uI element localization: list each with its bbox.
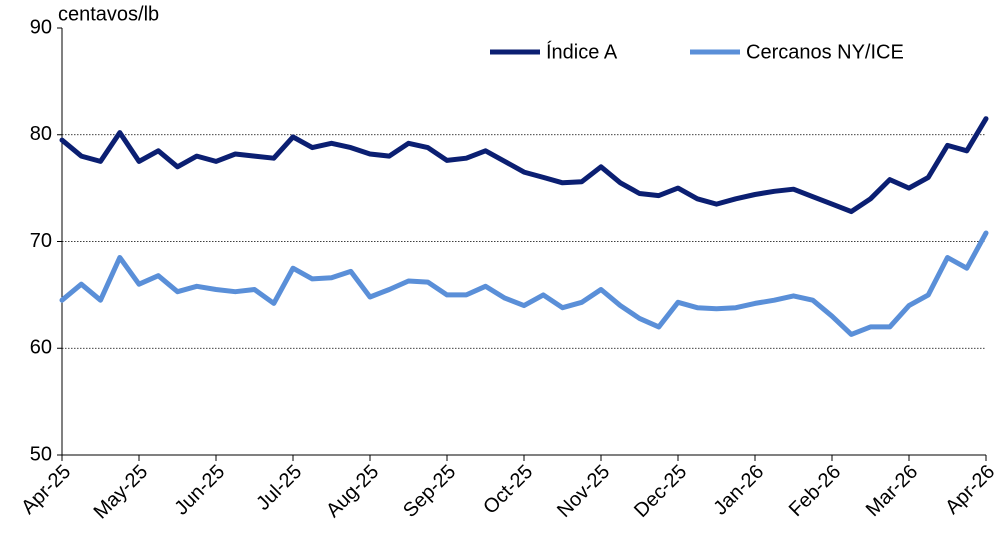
series-line — [59, 230, 989, 337]
legend-label: Índice A — [546, 40, 618, 63]
x-tick-label: Jun-25 — [170, 461, 229, 520]
x-tick-label: May-25 — [90, 461, 153, 524]
x-tick-label: Mar-26 — [862, 461, 922, 521]
x-tick-label: Sep-25 — [399, 461, 460, 522]
y-tick-label: 80 — [30, 123, 52, 145]
y-tick-label: 60 — [30, 337, 52, 359]
x-tick-label: Apr-25 — [17, 461, 75, 519]
x-tick-label: Jul-25 — [252, 461, 306, 515]
y-axis-label: centavos/lb — [58, 3, 159, 25]
series-line — [59, 116, 989, 215]
x-tick-label: Oct-25 — [479, 461, 537, 519]
x-tick-label: Aug-25 — [322, 461, 383, 522]
x-tick-label: Nov-25 — [553, 461, 614, 522]
x-tick-label: Feb-26 — [785, 461, 845, 521]
x-tick-label: Jan-26 — [709, 461, 768, 520]
x-tick-label: Apr-26 — [941, 461, 996, 519]
y-tick-label: 70 — [30, 230, 52, 252]
legend-label: Cercanos NY/ICE — [746, 41, 904, 63]
x-tick-label: Dec-25 — [630, 461, 691, 522]
y-tick-label: 90 — [30, 16, 52, 38]
y-tick-label: 50 — [30, 443, 52, 465]
